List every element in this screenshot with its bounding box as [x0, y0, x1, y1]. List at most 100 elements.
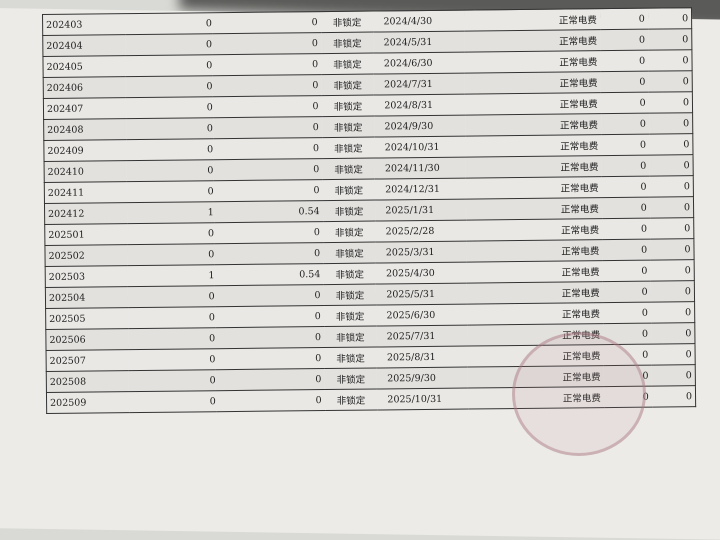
cell-amount: 0.54 [214, 263, 324, 286]
cell-fee-type: 正常电费 [464, 29, 601, 53]
cell-date: 2025/1/31 [375, 199, 467, 222]
cell-period: 202404 [42, 34, 126, 57]
cell-fee-type: 正常电费 [466, 197, 602, 221]
cell-fee-type: 正常电费 [467, 281, 603, 305]
cell-value-b: 0 [648, 70, 693, 93]
cell-fee-type: 正常电费 [466, 239, 603, 263]
cell-count: 0 [128, 327, 216, 350]
cell-amount: 0 [211, 32, 322, 55]
cell-value-a: 0 [602, 239, 651, 261]
cell-fee-type: 正常电费 [467, 302, 604, 326]
cell-lock-status: 非锁定 [320, 32, 374, 54]
cell-value-a: 0 [601, 134, 650, 156]
cell-value-a: 0 [601, 197, 650, 219]
cell-lock-status: 非锁定 [321, 95, 375, 117]
cell-value-a: 0 [600, 113, 649, 135]
cell-date: 2025/7/31 [376, 325, 468, 348]
cell-amount: 0 [212, 53, 322, 76]
cell-value-a: 0 [601, 218, 651, 240]
cell-value-b: 0 [650, 280, 695, 303]
cell-period: 202507 [46, 349, 130, 372]
cell-date: 2024/5/31 [373, 31, 465, 54]
cell-lock-status: 非锁定 [322, 200, 376, 222]
cell-lock-status: 非锁定 [322, 158, 376, 180]
cell-value-b: 0 [649, 154, 694, 177]
cell-amount: 0 [211, 11, 321, 34]
cell-value-b: 0 [650, 322, 695, 345]
cell-period: 202412 [44, 202, 128, 225]
cell-count: 0 [129, 369, 216, 392]
cell-date: 2025/2/28 [375, 220, 467, 243]
cell-amount: 0 [215, 326, 325, 349]
cell-value-b: 0 [647, 7, 692, 30]
cell-date: 2024/8/31 [374, 94, 466, 117]
cell-amount: 0 [214, 305, 324, 328]
cell-count: 1 [127, 201, 214, 224]
cell-amount: 0 [214, 284, 324, 307]
cell-count: 0 [128, 285, 215, 308]
cell-period: 202407 [43, 97, 127, 120]
cell-value-b: 0 [647, 28, 692, 51]
cell-lock-status: 非锁定 [323, 263, 377, 285]
cell-date: 2025/10/31 [377, 388, 469, 411]
cell-fee-type: 正常电费 [466, 218, 603, 242]
cell-amount: 0 [213, 221, 324, 244]
cell-period: 202403 [42, 13, 126, 36]
cell-period: 202411 [44, 181, 128, 204]
cell-value-a: 0 [601, 155, 650, 177]
cell-value-b: 0 [650, 238, 695, 261]
cell-count: 0 [126, 138, 214, 161]
cell-lock-status: 非锁定 [323, 326, 377, 348]
cell-value-b: 0 [649, 217, 694, 240]
cell-value-b: 0 [650, 259, 695, 282]
cell-value-a: 0 [599, 8, 648, 30]
cell-count: 0 [126, 96, 213, 119]
cell-value-b: 0 [648, 133, 694, 156]
cell-amount: 0 [213, 158, 323, 181]
cell-amount: 0 [213, 137, 323, 160]
cell-count: 0 [128, 306, 216, 329]
cell-value-a: 0 [602, 260, 651, 282]
cell-period: 202505 [45, 307, 129, 330]
cell-lock-status: 非锁定 [323, 242, 376, 264]
cell-period: 202406 [43, 76, 127, 99]
cell-period: 202509 [46, 391, 130, 414]
cell-value-b: 0 [649, 175, 694, 198]
cell-lock-status: 非锁定 [323, 284, 377, 306]
cell-date: 2024/7/31 [373, 73, 466, 96]
cell-period: 202508 [46, 370, 130, 393]
cell-fee-type: 正常电费 [465, 92, 601, 116]
cell-amount: 0 [215, 389, 325, 412]
cell-lock-status: 非锁定 [321, 137, 375, 159]
cell-date: 2025/9/30 [377, 367, 469, 390]
cell-lock-status: 非锁定 [323, 305, 377, 327]
cell-value-a: 0 [600, 29, 649, 51]
cell-count: 0 [127, 243, 215, 266]
cell-lock-status: 非锁定 [324, 368, 378, 390]
cell-date: 2024/6/30 [373, 52, 465, 75]
cell-lock-status: 非锁定 [322, 221, 376, 243]
cell-date: 2024/10/31 [374, 136, 466, 159]
cell-lock-status: 非锁定 [324, 389, 378, 411]
cell-amount: 0 [214, 242, 324, 265]
cell-count: 0 [127, 159, 214, 182]
cell-period: 202501 [44, 223, 128, 246]
cell-value-b: 0 [651, 385, 696, 408]
cell-fee-type: 正常电费 [465, 113, 602, 137]
cell-value-b: 0 [648, 49, 693, 72]
cell-lock-status: 非锁定 [322, 179, 376, 201]
cell-count: 0 [126, 75, 213, 98]
cell-value-b: 0 [650, 301, 695, 324]
cell-period: 202410 [44, 160, 128, 183]
cell-period: 202504 [45, 286, 129, 309]
cell-lock-status: 非锁定 [324, 347, 378, 369]
cell-fee-type: 正常电费 [465, 155, 602, 179]
cell-value-b: 0 [648, 112, 693, 135]
cell-count: 0 [126, 117, 214, 140]
cell-fee-type: 正常电费 [466, 260, 603, 284]
cell-fee-type: 正常电费 [464, 50, 601, 74]
cell-date: 2024/12/31 [375, 178, 467, 201]
cell-lock-status: 非锁定 [320, 11, 374, 33]
cell-value-a: 0 [600, 71, 649, 93]
cell-fee-type: 正常电费 [465, 134, 602, 158]
